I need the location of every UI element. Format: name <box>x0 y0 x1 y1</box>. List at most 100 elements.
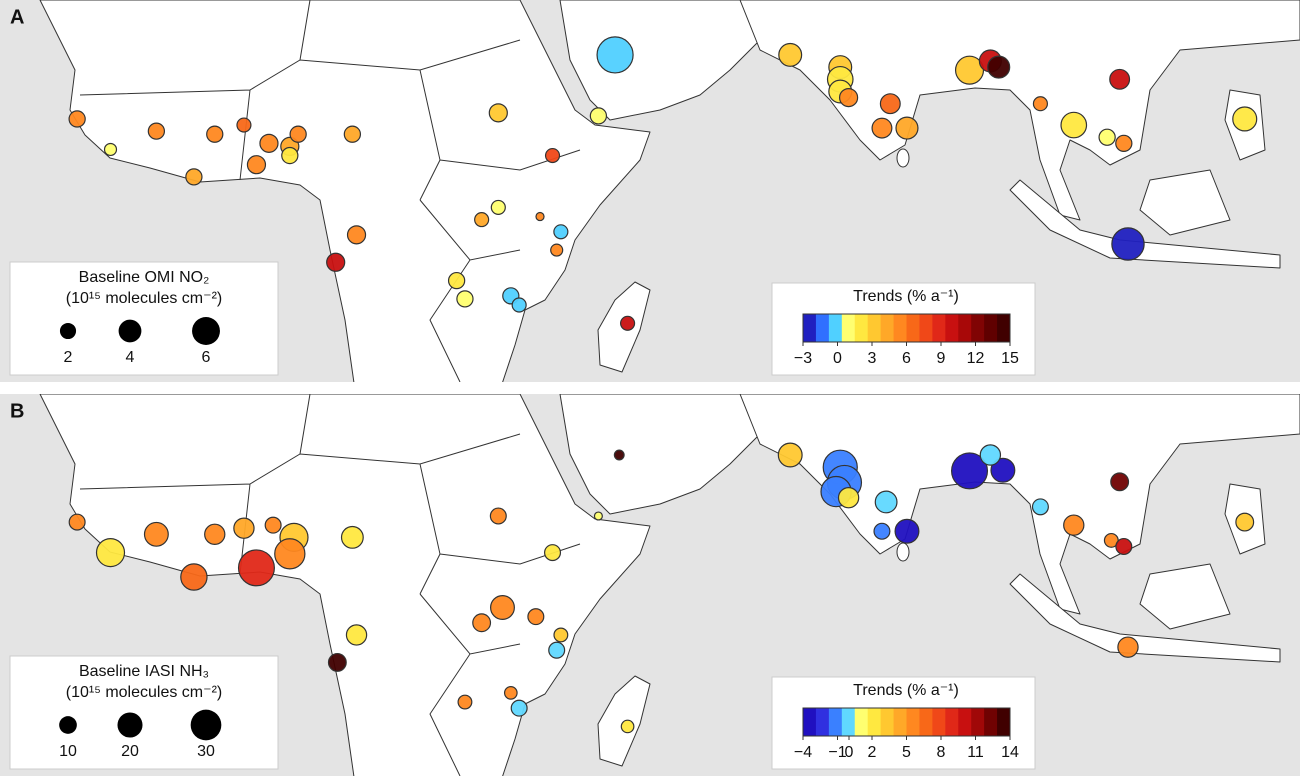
site-marker <box>874 490 898 514</box>
site-marker <box>259 133 279 153</box>
size-legend-marker <box>190 709 222 741</box>
colorbar-block <box>803 314 817 342</box>
site-marker <box>1117 636 1139 658</box>
site-marker <box>895 116 919 140</box>
site-marker <box>326 252 346 272</box>
colorbar-block <box>984 708 998 736</box>
size-legend-label: 2 <box>64 349 73 366</box>
site-marker <box>490 199 506 215</box>
sites <box>68 442 1255 734</box>
panel-label: A <box>10 6 24 28</box>
site-marker <box>488 103 508 123</box>
colorbar-block <box>815 314 830 342</box>
site-marker <box>289 125 307 143</box>
size-legend-title: Baseline OMI NO₂ <box>79 269 210 286</box>
colorbar-tick-label: 12 <box>967 350 985 367</box>
colorbar-block <box>906 708 920 736</box>
site-marker <box>457 694 473 710</box>
size-legend-title: Baseline IASI NH₃ <box>79 663 209 680</box>
site-marker <box>613 449 625 461</box>
site-marker <box>1063 514 1085 536</box>
colorbar-block <box>971 708 985 736</box>
site-marker <box>1060 111 1088 139</box>
site-marker <box>620 315 636 331</box>
size-legend-marker <box>118 319 142 343</box>
site-marker <box>474 212 490 228</box>
colorbar-tick-label: 14 <box>1001 744 1019 761</box>
site-marker <box>456 290 474 308</box>
site-marker <box>1111 227 1145 261</box>
colorbar-block <box>919 314 933 342</box>
size-legend-box <box>9 655 279 770</box>
site-marker <box>979 444 1002 466</box>
colorbar-block <box>815 708 830 736</box>
site-marker <box>1098 128 1116 146</box>
site-marker <box>596 36 634 74</box>
site-marker <box>274 538 306 570</box>
colorbar-tick-label: 5 <box>902 744 911 761</box>
colorbar-block <box>867 314 882 342</box>
site-marker <box>778 42 803 67</box>
colorbar-block <box>945 708 959 736</box>
colorbar-block <box>854 314 869 342</box>
colorbar-block <box>841 708 856 736</box>
colorbar-tick-label: 0 <box>833 350 842 367</box>
colorbar-block <box>997 314 1011 342</box>
site-marker <box>894 518 920 544</box>
size-legend-marker <box>192 317 220 345</box>
site-marker <box>873 522 891 540</box>
site-marker <box>264 516 282 534</box>
size-legend-label: 30 <box>197 743 215 760</box>
site-marker <box>777 442 803 468</box>
colorbar-block <box>841 314 856 342</box>
colorbar-block <box>893 314 907 342</box>
colorbar-block <box>945 314 959 342</box>
size-legend-units: (10¹⁵ molecules cm⁻²) <box>66 290 222 307</box>
colorbar-tick-label: 9 <box>937 350 946 367</box>
site-marker <box>879 93 901 115</box>
colorbar-block <box>958 708 972 736</box>
site-marker <box>1232 106 1258 132</box>
site-marker <box>281 146 299 165</box>
site-marker <box>990 457 1016 483</box>
colorbar-block <box>932 708 946 736</box>
site-marker <box>68 513 86 531</box>
colorbar-title: Trends (% a⁻¹) <box>853 682 959 699</box>
site-marker <box>544 544 562 562</box>
site-marker <box>343 125 362 143</box>
colorbar-tick-label: 2 <box>868 744 877 761</box>
site-marker <box>95 538 126 568</box>
size-legend-label: 20 <box>121 743 139 760</box>
colorbar-block <box>880 708 895 736</box>
site-marker <box>204 523 226 545</box>
site-marker <box>1109 68 1131 90</box>
site-marker <box>950 452 989 490</box>
site-marker <box>553 224 569 240</box>
size-legend-label: 6 <box>202 349 211 366</box>
colorbar-tick-label: 6 <box>902 350 911 367</box>
site-marker <box>527 608 545 626</box>
colorbar-block <box>828 708 843 736</box>
site-marker <box>838 87 859 108</box>
panel-label: B <box>10 400 24 422</box>
site-marker <box>510 699 528 717</box>
site-marker <box>1115 134 1133 153</box>
site-marker <box>185 168 203 186</box>
site-marker <box>490 595 515 620</box>
site-marker <box>236 117 252 133</box>
site-marker <box>553 627 569 643</box>
site-marker <box>237 549 275 587</box>
site-marker <box>147 122 166 140</box>
colorbar-block <box>828 314 843 342</box>
colorbar-block <box>919 708 933 736</box>
size-legend-marker <box>59 322 77 340</box>
site-marker <box>103 142 118 157</box>
site-marker <box>489 507 507 525</box>
colorbar-tick-label: 0 <box>845 744 854 761</box>
site-marker <box>544 147 561 164</box>
size-legend-box <box>9 261 279 376</box>
colorbar-title: Trends (% a⁻¹) <box>853 288 959 305</box>
size-legend-marker <box>117 712 143 738</box>
map-panel: A Baseline OMI NO₂ (10¹⁵ molecules cm⁻²)… <box>0 0 1300 382</box>
colorbar-block <box>958 314 972 342</box>
